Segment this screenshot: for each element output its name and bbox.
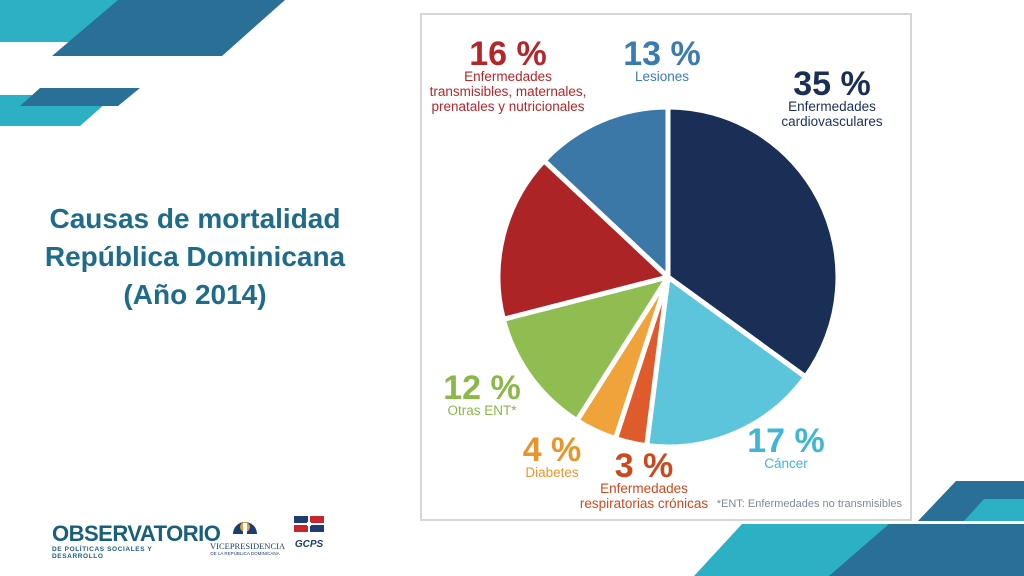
bottom-right-decoration [694,481,1024,576]
flag-emblem-icon [294,516,324,532]
slice-name-label-4-0: Otras ENT* [447,403,517,418]
slice-name-label-0-1: cardiovasculares [781,114,883,129]
slice-name-label-5-0: Enfermedades [464,69,552,84]
pie-slice-5 [495,158,671,322]
title-line-2: República Dominicana [44,241,346,272]
observatorio-logo: OBSERVATORIO DE POLÍTICAS SOCIALES Y DES… [52,521,221,561]
vicepresidencia-logo-text: VICEPRESIDENCIA [210,541,286,551]
slice-name-label-5-1: transmisibles, maternales, [430,84,587,99]
vicepresidencia-logo-subtitle: DE LA REPÚBLICA DOMINICANA [210,551,280,556]
observatorio-logo-text: OBSERVATORIO [52,521,221,546]
slice-percent-label-3: 4 % [523,431,582,469]
observatorio-logo-subtitle: DE POLÍTICAS SOCIALES Y DESARROLLO [52,546,153,560]
pie-slice-4 [500,274,671,424]
chart-footnote: *ENT: Enfermedades no transmisibles [717,498,903,510]
slice-percent-label-4: 12 % [443,369,521,407]
slice-name-label-5-2: prenatales y nutricionales [431,99,584,114]
page-title: Causas de mortalidad República Dominican… [20,200,370,314]
pie-slice-1 [644,274,809,450]
slice-name-label-6-0: Lesiones [635,69,689,84]
slice-name-label-0-0: Enfermedades [788,99,876,114]
slice-percent-label-0: 35 % [793,65,871,103]
slice-percent-label-6: 13 % [623,35,701,73]
title-line-1: Causas de mortalidad [49,203,341,234]
slice-percent-label-2: 3 % [615,447,674,485]
top-left-decoration [0,0,285,126]
pie-slice-0 [665,104,841,380]
slice-name-label-2-1: respiratorias crónicas [580,496,709,511]
pie-chart-frame: 35 % Enfermedades cardiovasculares 17 % Cánc… [420,13,912,521]
slice-name-label-1-0: Cáncer [764,456,808,471]
slice-name-label-2-0: Enfermedades [600,481,688,496]
title-line-3: (Año 2014) [123,279,267,310]
gcps-logo-text: GCPS [294,539,324,550]
slice-percent-label-5: 16 % [469,35,547,73]
pie-slice-6 [541,104,671,280]
vicepresidencia-emblem-icon [233,522,257,534]
slice-percent-label-1: 17 % [747,422,825,460]
vicepresidencia-logo: VICEPRESIDENCIA DE LA REPÚBLICA DOMINICA… [210,514,286,556]
gcps-logo: GCPS [284,514,334,550]
slice-name-label-3-0: Diabetes [525,465,579,480]
